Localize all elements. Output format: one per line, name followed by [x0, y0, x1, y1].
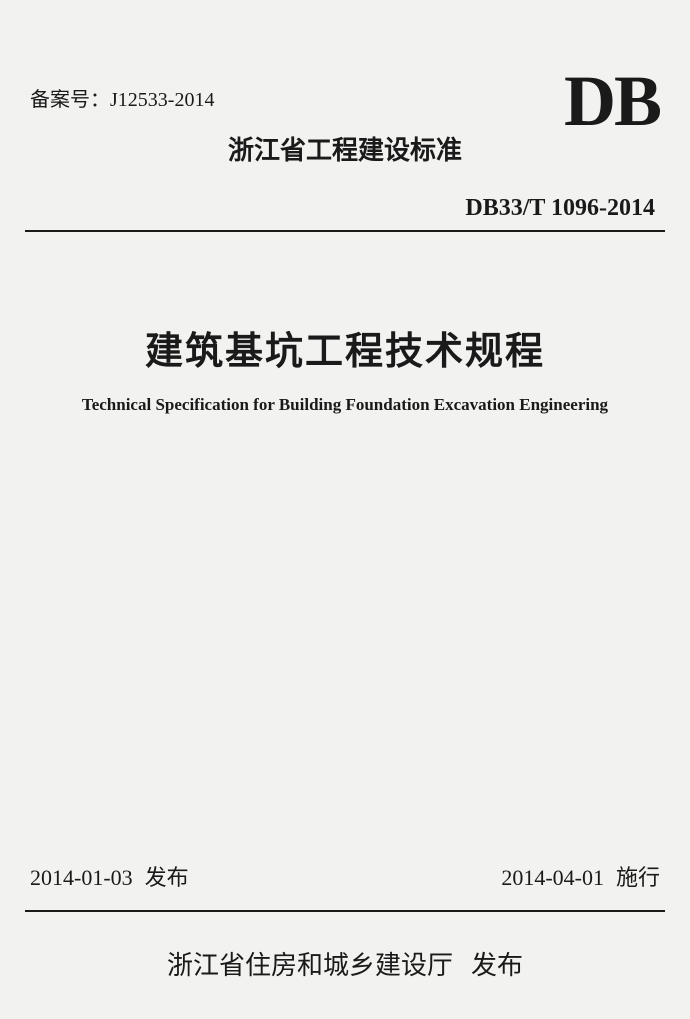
filing-value: J12533-2014	[110, 89, 214, 111]
document-page: 备案号：J12533-2014 DB 浙江省工程建设标准 DB33/T 1096…	[0, 0, 690, 1019]
issue-date: 2014-01-03	[30, 865, 133, 890]
horizontal-rule-top	[25, 230, 665, 232]
main-title-english: Technical Specification for Building Fou…	[10, 395, 680, 415]
filing-number: 备案号：J12533-2014	[30, 83, 214, 112]
publisher-organization: 浙江省住房和城乡建设厅	[167, 951, 453, 980]
publisher-action: 发布	[471, 951, 523, 980]
filing-label: 备案号：	[30, 89, 110, 111]
dates-row: 2014-01-03 发布 2014-04-01 施行	[30, 860, 660, 892]
effective-label: 施行	[616, 865, 660, 890]
standard-code: DB33/T 1096-2014	[465, 195, 655, 222]
effective-date: 2014-04-01	[501, 865, 604, 890]
header-top-row: 备案号：J12533-2014 DB	[30, 65, 660, 137]
issue-date-block: 2014-01-03 发布	[30, 860, 189, 892]
db-logo: DB	[564, 65, 660, 137]
publisher-line: 浙江省住房和城乡建设厅发布	[0, 945, 690, 982]
main-title-chinese: 建筑基坑工程技术规程	[0, 320, 690, 375]
effective-date-block: 2014-04-01 施行	[501, 860, 660, 892]
horizontal-rule-bottom	[25, 910, 665, 912]
issue-label: 发布	[145, 865, 189, 890]
province-standard-label: 浙江省工程建设标准	[0, 130, 690, 167]
